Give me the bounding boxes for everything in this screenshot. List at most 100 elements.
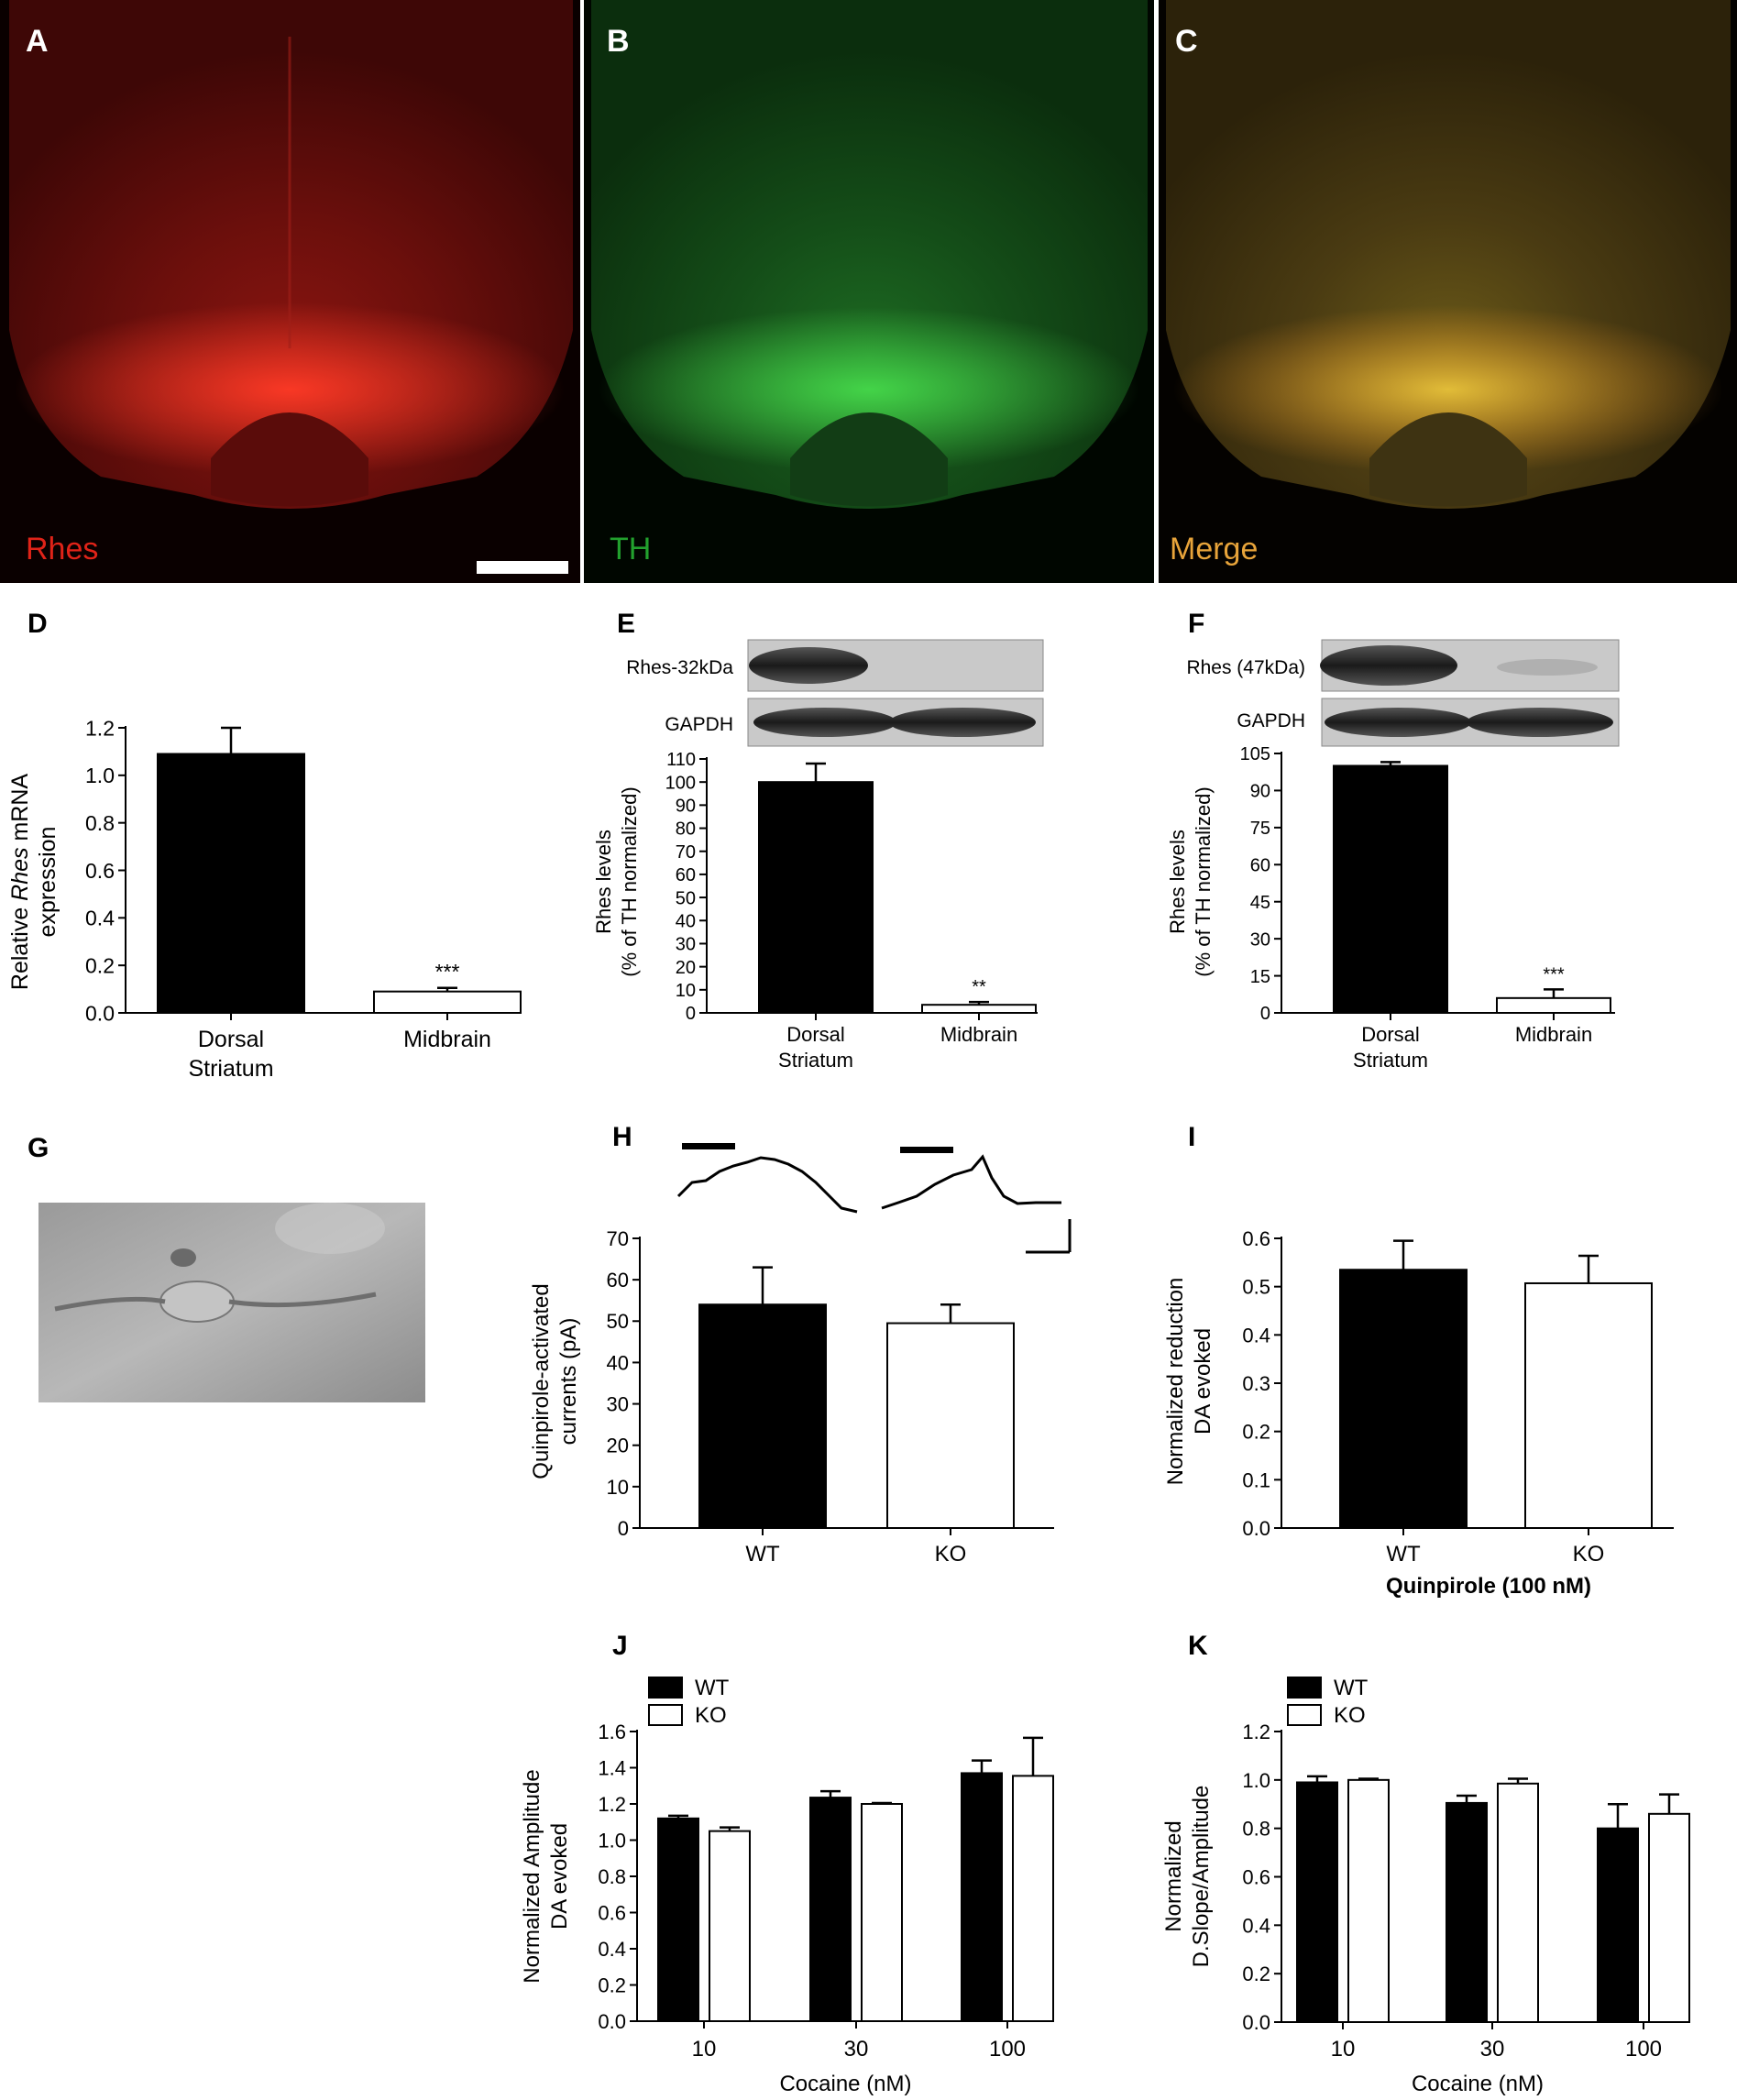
- x-tick-label: Striatum: [778, 1049, 853, 1072]
- legend-label: KO: [695, 1703, 727, 1728]
- panel-letter-k: K: [1188, 1631, 1208, 1661]
- y-tick-label: 30: [1250, 929, 1270, 950]
- y-tick-label: 20: [676, 958, 696, 978]
- bar: [373, 990, 522, 1015]
- y-tick-label: 0: [618, 1517, 629, 1540]
- y-tick-label: 0.3: [1242, 1372, 1270, 1395]
- y-tick-label: 40: [676, 911, 696, 931]
- bar: [1597, 1827, 1639, 2023]
- x-tick-label: Dorsal: [786, 1023, 845, 1046]
- bar: [1333, 764, 1448, 1014]
- panel-letter-i: I: [1188, 1122, 1195, 1152]
- bar: [1012, 1775, 1054, 2022]
- y-tick-label: 0.0: [1242, 1517, 1270, 1540]
- y-tick-label: 0.6: [598, 1901, 626, 1924]
- y-tick-label: 0.8: [1242, 1818, 1270, 1841]
- panel-letter-c: C: [1175, 24, 1198, 59]
- chart-panel-j: 0.0 0.2 0.4 0.6 0.8 1.0 1.2 1.4 1.6 Normalized Am…: [520, 1676, 1054, 2096]
- y-tick-label: 0.4: [1242, 1914, 1270, 1937]
- legend-swatch: [648, 1704, 683, 1726]
- x-tick-label: 100: [989, 2037, 1026, 2062]
- western-blot-f: [1320, 639, 1620, 747]
- y-tick-label: 50: [607, 1310, 629, 1333]
- bar: [657, 1817, 699, 2023]
- channel-label-merge: Merge: [1170, 532, 1258, 566]
- y-axis-label: Normalized D.Slope/Amplitude: [1161, 1786, 1214, 1968]
- bar: [921, 1004, 1037, 1015]
- panel-letter-f: F: [1188, 609, 1204, 639]
- x-tick-label: KO: [935, 1542, 967, 1567]
- x-axis-label: Cocaine (nM): [1412, 2072, 1544, 2096]
- y-axis-label: Normalized reduction DA evoked: [1163, 1278, 1215, 1486]
- x-axis-label: Quinpirole (100 nM): [1386, 1574, 1591, 1599]
- y-tick-label: 60: [1250, 855, 1270, 875]
- bar: [709, 1830, 751, 2022]
- y-tick-label: 0.2: [85, 953, 115, 977]
- channel-label-th: TH: [610, 532, 651, 566]
- micrograph-panel-b: [584, 0, 1154, 583]
- bar: [1524, 1281, 1653, 1529]
- y-tick-label: 0.6: [85, 859, 115, 883]
- legend-swatch: [648, 1677, 683, 1699]
- y-tick-label: 80: [676, 819, 696, 840]
- y-axis-label: Rhes levels (% of TH normalized): [592, 786, 641, 976]
- x-tick-label: Midbrain: [940, 1023, 1017, 1046]
- y-axis-label: Rhes levels (% of TH normalized): [1166, 786, 1215, 976]
- y-tick-label: 1.6: [598, 1721, 626, 1743]
- panel-letter-e: E: [617, 609, 635, 639]
- bar: [157, 753, 305, 1015]
- y-tick-label: 110: [666, 750, 696, 770]
- panel-letter-h: H: [612, 1122, 632, 1152]
- chart-panel-k: 0.0 0.2 0.4 0.6 0.8 1.0 1.2 Normalized D.Slope/A…: [1161, 1676, 1690, 2096]
- panel-letter-b: B: [607, 24, 630, 59]
- y-tick-label: 0.1: [1242, 1468, 1270, 1491]
- y-tick-label: 10: [676, 981, 696, 1001]
- x-tick-label: WT: [745, 1542, 780, 1567]
- y-tick-label: 1.2: [85, 716, 115, 740]
- y-tick-label: 0: [686, 1004, 696, 1024]
- y-tick-label: 40: [607, 1351, 629, 1374]
- y-tick-label: 0.4: [1242, 1324, 1270, 1347]
- x-tick-label: Striatum: [1353, 1049, 1428, 1072]
- bar: [1339, 1269, 1468, 1529]
- dic-image-panel-g: [38, 1203, 425, 1402]
- y-tick-label: 75: [1250, 819, 1270, 839]
- bar: [1496, 996, 1611, 1015]
- x-tick-label: 30: [1480, 2037, 1505, 2062]
- significance-label: ***: [1543, 964, 1565, 984]
- y-tick-label: 1.0: [598, 1829, 626, 1852]
- y-tick-label: 0.6: [1242, 1865, 1270, 1888]
- y-tick-label: 15: [1250, 967, 1270, 987]
- y-tick-label: 70: [607, 1227, 629, 1250]
- channel-label-rhes: Rhes: [26, 532, 98, 566]
- x-tick-label: Midbrain: [403, 1027, 491, 1052]
- chart-panel-d: 0.0 0.2 0.4 0.6 0.8 1.0 1.2 Relative Rhes mRNAe…: [7, 716, 522, 1082]
- y-axis-label: Quinpirole-activated currents (pA): [529, 1283, 581, 1479]
- bar: [1446, 1801, 1488, 2024]
- x-tick-label: Midbrain: [1515, 1023, 1592, 1046]
- y-tick-label: 1.4: [598, 1756, 626, 1779]
- y-tick-label: 0.0: [85, 1001, 115, 1025]
- y-tick-label: 1.0: [85, 764, 115, 787]
- micrograph-panel-a: [0, 0, 580, 583]
- y-tick-label: 90: [1250, 782, 1270, 802]
- bar: [1347, 1778, 1390, 2024]
- chart-panel-i: 0.0 0.1 0.2 0.3 0.4 0.5 0.6 Normalized reductio…: [1163, 1227, 1674, 1599]
- current-traces-panel-h: [676, 1143, 1072, 1254]
- western-blot-e: [747, 639, 1044, 747]
- y-tick-label: 60: [607, 1269, 629, 1292]
- x-tick-label: 100: [1625, 2037, 1662, 2062]
- y-tick-label: 0: [1260, 1004, 1270, 1024]
- panel-letter-a: A: [26, 24, 49, 59]
- chart-panel-h: 0 10 20 30 40 50 60 70 Quinpirole-activated curre…: [529, 1227, 1054, 1567]
- blot-label-rhes-47kda: Rhes (47kDa): [1186, 657, 1305, 678]
- x-axis-label: Cocaine (nM): [779, 2072, 911, 2096]
- panel-letter-j: J: [612, 1631, 628, 1661]
- panel-letter-g: G: [27, 1133, 49, 1163]
- blot-label-gapdh-f: GAPDH: [1237, 710, 1305, 731]
- y-tick-label: 50: [676, 888, 696, 908]
- bar: [861, 1803, 903, 2022]
- legend-label: KO: [1334, 1703, 1366, 1728]
- significance-label: **: [972, 977, 986, 997]
